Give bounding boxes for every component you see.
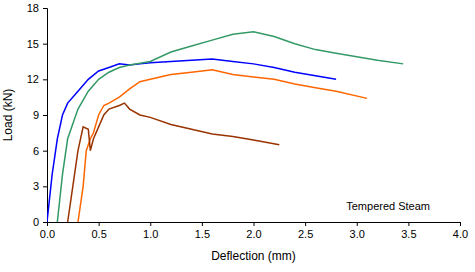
y-tick-label: 3	[33, 180, 39, 192]
x-tick: 3.0	[350, 222, 365, 240]
x-tick-mark	[357, 222, 358, 226]
y-axis-title: Load (kN)	[1, 89, 15, 142]
x-tick-mark	[460, 222, 461, 226]
y-tick-label: 15	[27, 38, 39, 50]
x-tick-label: 2.5	[298, 228, 313, 240]
y-tick-mark	[43, 79, 47, 80]
x-tick: 3.5	[401, 222, 416, 240]
x-tick-label: 4.0	[453, 228, 468, 240]
y-tick: 9	[33, 109, 47, 121]
x-tick-label: 0.0	[40, 228, 55, 240]
x-axis-title: Deflection (mm)	[211, 249, 296, 263]
y-tick-mark	[43, 186, 47, 187]
y-tick-label: 0	[33, 216, 39, 228]
y-tick: 3	[33, 180, 47, 192]
x-tick-label: 1.0	[143, 228, 158, 240]
x-tick-mark	[408, 222, 409, 226]
y-tick-mark	[43, 151, 47, 152]
series-group	[47, 32, 403, 222]
y-tick: 6	[33, 145, 47, 157]
y-tick-mark	[43, 115, 47, 116]
x-tick: 4.0	[453, 222, 468, 240]
x-axis: 0.0 0.5 1.0 1.5 2.0 2.5 3.0 3.5 4.0	[40, 222, 468, 240]
y-tick: 12	[27, 73, 47, 85]
plot-area: 0.0 0.5 1.0 1.5 2.0 2.5 3.0 3.5 4.0 0 3 6 9 12 15 18	[27, 2, 468, 240]
y-tick-mark	[43, 8, 47, 9]
chart: 0.0 0.5 1.0 1.5 2.0 2.5 3.0 3.5 4.0 0 3 6 9 12 15 18 Tem…	[0, 0, 475, 272]
x-tick-mark	[254, 222, 255, 226]
x-tick-label: 2.0	[246, 228, 261, 240]
series-line	[68, 103, 280, 222]
x-tick-mark	[99, 222, 100, 226]
x-tick: 1.0	[143, 222, 158, 240]
y-tick-label: 6	[33, 145, 39, 157]
series-line	[57, 32, 403, 222]
x-tick: 2.5	[298, 222, 313, 240]
x-tick: 2.0	[246, 222, 261, 240]
x-tick: 1.5	[195, 222, 210, 240]
y-tick: 18	[27, 2, 47, 14]
y-tick-mark	[43, 44, 47, 45]
x-tick: 0.0	[40, 222, 55, 240]
x-tick-label: 0.5	[91, 228, 106, 240]
x-tick-label: 1.5	[195, 228, 210, 240]
x-tick-mark	[150, 222, 151, 226]
x-tick-label: 3.0	[350, 228, 365, 240]
series-line	[78, 70, 367, 222]
x-tick-mark	[202, 222, 203, 226]
y-tick-label: 18	[27, 2, 39, 14]
y-tick-label: 12	[27, 73, 39, 85]
annotation: Tempered Steam	[346, 200, 430, 212]
y-tick: 15	[27, 38, 47, 50]
y-tick-label: 9	[33, 109, 39, 121]
y-tick-mark	[43, 222, 47, 223]
y-axis: 0 3 6 9 12 15 18	[27, 2, 48, 228]
x-tick-mark	[305, 222, 306, 226]
y-tick: 0	[33, 216, 47, 228]
x-tick: 0.5	[91, 222, 106, 240]
x-axis-line	[48, 223, 461, 227]
x-tick-label: 3.5	[401, 228, 416, 240]
y-axis-line	[43, 9, 48, 223]
